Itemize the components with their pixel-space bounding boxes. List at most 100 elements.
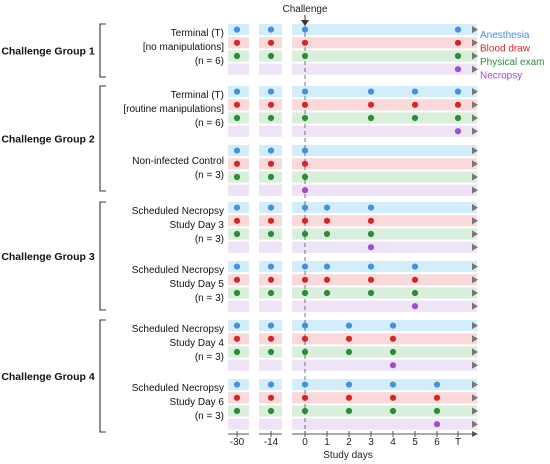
band-arrow — [472, 289, 478, 297]
band-arrow — [472, 65, 478, 73]
axis-arrow — [472, 431, 478, 437]
band-arrow — [472, 302, 478, 310]
legend-item: Anesthesia — [480, 30, 530, 41]
event-dot — [233, 160, 241, 167]
event-dot — [411, 114, 419, 122]
event-dot — [233, 217, 241, 224]
event-dot — [389, 394, 397, 401]
event-dot — [323, 217, 331, 224]
event-dot — [411, 289, 419, 297]
event-dot — [454, 128, 462, 135]
event-dot — [454, 66, 462, 73]
event-dot — [411, 88, 419, 95]
event-dot — [323, 230, 331, 238]
activity-band — [292, 99, 477, 111]
panel-label-line: [no manipulations] — [143, 42, 224, 53]
activity-band — [292, 145, 477, 157]
activity-band — [259, 359, 282, 371]
event-dot — [233, 407, 241, 415]
event-dot — [267, 289, 275, 297]
activity-band — [259, 418, 282, 430]
activity-band — [292, 24, 477, 36]
band-arrow — [472, 230, 478, 238]
activity-band — [292, 112, 477, 124]
activity-band — [292, 379, 477, 391]
event-dot — [301, 173, 309, 181]
band-arrow — [472, 39, 478, 47]
axis-tick-label: 0 — [302, 437, 308, 448]
event-dot — [267, 26, 275, 33]
event-dot — [301, 52, 309, 60]
activity-band — [292, 359, 477, 371]
event-dot — [267, 88, 275, 95]
event-dot — [233, 263, 241, 270]
event-dot — [411, 263, 419, 270]
event-dot — [233, 335, 241, 342]
event-dot — [367, 276, 375, 283]
event-dot — [367, 88, 375, 95]
panel-label-line: (n = 3) — [195, 411, 224, 422]
group-bracket — [99, 85, 106, 192]
event-dot — [267, 160, 275, 167]
axis-tick-label: 4 — [390, 437, 396, 448]
event-dot — [301, 217, 309, 224]
panel-label-line: Non-infected Control — [132, 156, 224, 167]
activity-band — [228, 125, 249, 137]
band-arrow — [472, 361, 478, 369]
event-dot — [301, 289, 309, 297]
band-arrow — [472, 160, 478, 168]
event-dot — [233, 101, 241, 108]
event-dot — [345, 381, 353, 388]
group-labels: Challenge Group 1 Challenge Group 2 Challe… — [1, 23, 106, 433]
event-dot — [301, 26, 309, 33]
event-dot — [323, 289, 331, 297]
activity-band — [292, 158, 477, 170]
activity-band — [228, 300, 249, 312]
event-dot — [454, 39, 462, 46]
event-dot — [267, 52, 275, 60]
band-arrow — [472, 217, 478, 225]
challenge-label: Challenge — [282, 4, 327, 15]
panel-label-line: [routine manipulations] — [123, 104, 224, 115]
event-dot — [267, 263, 275, 270]
event-dot — [233, 348, 241, 356]
event-dot — [454, 26, 462, 33]
event-dot — [345, 394, 353, 401]
event-dot — [301, 39, 309, 46]
group-label: Challenge Group 1 — [1, 46, 95, 58]
panel-label-line: Scheduled Necropsy — [132, 206, 224, 217]
event-dot — [267, 114, 275, 122]
activity-bands — [228, 24, 478, 430]
event-dot — [233, 147, 241, 154]
event-dot — [323, 276, 331, 283]
legend: Anesthesia Blood draw Physical exam Necrops… — [480, 30, 544, 82]
event-dot — [301, 101, 309, 108]
panel-labels: Terminal (T) [no manipulations] (n = 6) Ter… — [123, 28, 224, 422]
challenge-marker: Challenge — [282, 4, 328, 432]
event-dot — [233, 52, 241, 60]
event-dots — [233, 26, 462, 428]
event-dot — [233, 39, 241, 46]
activity-band — [292, 50, 477, 62]
activity-band — [228, 241, 249, 253]
event-dot — [233, 276, 241, 283]
event-dot — [323, 204, 331, 211]
band-arrow — [472, 407, 478, 415]
panel-label-line: Study Day 3 — [170, 220, 225, 231]
event-dot — [233, 289, 241, 297]
panel-label-line: (n = 6) — [195, 118, 224, 129]
event-dot — [454, 88, 462, 95]
event-dot — [301, 276, 309, 283]
band-arrow — [472, 348, 478, 356]
activity-band — [228, 184, 249, 196]
event-dot — [267, 204, 275, 211]
band-arrow — [472, 276, 478, 284]
event-dot — [411, 276, 419, 283]
event-dot — [301, 407, 309, 415]
event-dot — [233, 26, 241, 33]
event-dot — [301, 263, 309, 270]
event-dot — [454, 114, 462, 122]
panel-label-line: (n = 6) — [195, 56, 224, 67]
panel-label-line: Study Day 4 — [170, 338, 225, 349]
event-dot — [345, 322, 353, 329]
